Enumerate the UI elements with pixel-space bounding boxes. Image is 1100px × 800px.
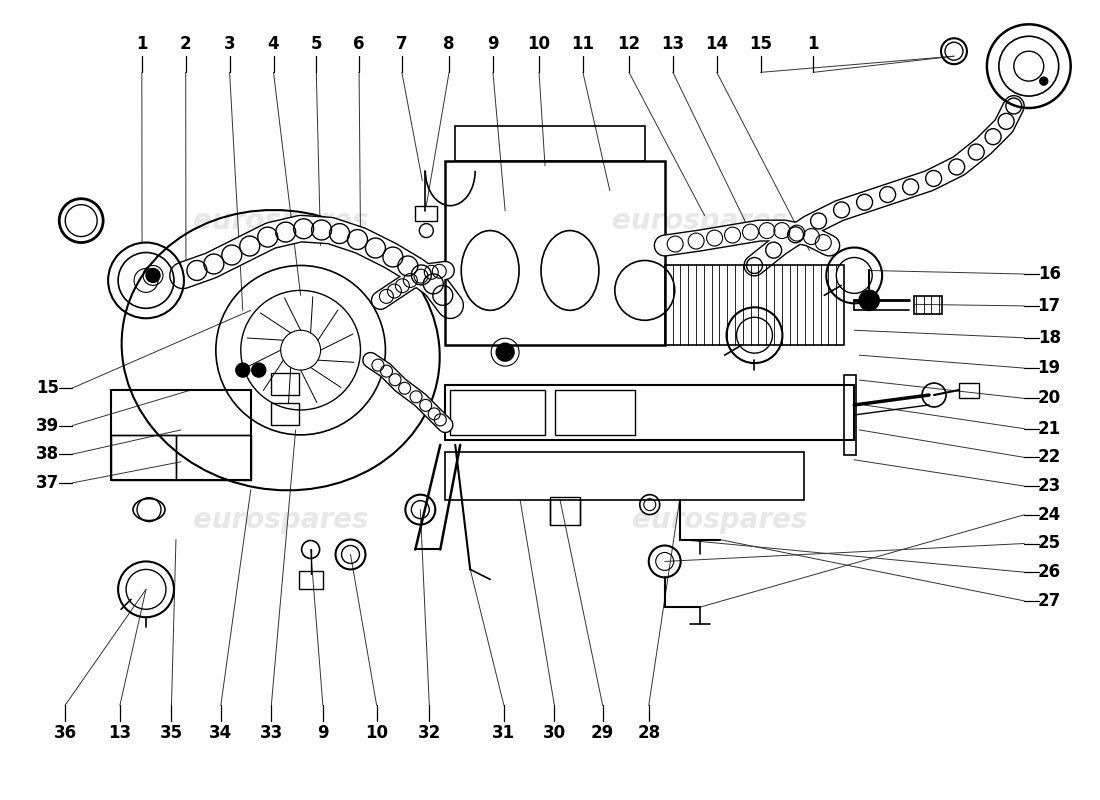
Text: 29: 29	[591, 724, 614, 742]
Text: 38: 38	[36, 446, 59, 463]
Text: 21: 21	[1037, 420, 1060, 438]
Text: 32: 32	[418, 724, 441, 742]
Circle shape	[252, 363, 266, 377]
Text: 8: 8	[443, 35, 454, 54]
Text: 14: 14	[705, 35, 728, 54]
Bar	[416, 206, 438, 221]
Text: 10: 10	[365, 724, 388, 742]
Text: eurospares: eurospares	[612, 206, 788, 234]
Text: 24: 24	[1037, 506, 1060, 524]
Bar	[111, 390, 251, 480]
Text: 13: 13	[108, 724, 132, 742]
Text: 22: 22	[1037, 448, 1060, 466]
Text: 28: 28	[637, 724, 660, 742]
Text: 15: 15	[749, 35, 772, 54]
Text: 31: 31	[493, 724, 516, 742]
Text: 19: 19	[1037, 359, 1060, 377]
Bar	[556, 390, 635, 435]
Text: 6: 6	[353, 35, 365, 54]
Text: 4: 4	[267, 35, 279, 54]
Text: 1: 1	[807, 35, 820, 54]
Text: 30: 30	[542, 724, 566, 742]
Text: eurospares: eurospares	[192, 206, 368, 234]
Text: 13: 13	[661, 35, 684, 54]
Text: 26: 26	[1037, 563, 1060, 581]
Text: 9: 9	[487, 35, 498, 54]
Bar	[271, 403, 298, 425]
Text: eurospares: eurospares	[192, 506, 368, 534]
Text: 39: 39	[36, 417, 59, 434]
Bar	[914, 296, 942, 314]
Bar	[455, 126, 645, 161]
Text: eurospares: eurospares	[631, 506, 807, 534]
Text: 11: 11	[571, 35, 594, 54]
Bar	[446, 161, 664, 345]
Circle shape	[1040, 77, 1047, 85]
Text: 10: 10	[528, 35, 550, 54]
Circle shape	[146, 269, 160, 282]
Bar	[271, 373, 298, 395]
Bar	[550, 497, 580, 525]
Text: 2: 2	[180, 35, 191, 54]
Bar	[298, 571, 322, 590]
Bar	[450, 390, 544, 435]
Bar	[845, 375, 856, 455]
Circle shape	[496, 343, 514, 361]
Text: 20: 20	[1037, 390, 1060, 407]
Text: 9: 9	[317, 724, 329, 742]
Text: 34: 34	[209, 724, 232, 742]
Text: 7: 7	[396, 35, 408, 54]
Circle shape	[859, 290, 879, 310]
Bar	[446, 452, 804, 500]
Text: 16: 16	[1037, 265, 1060, 283]
Bar	[959, 383, 979, 398]
Text: 12: 12	[617, 35, 640, 54]
Circle shape	[235, 363, 250, 377]
Text: 17: 17	[1037, 297, 1060, 315]
Text: 1: 1	[136, 35, 147, 54]
Bar	[664, 266, 845, 345]
Text: 36: 36	[54, 724, 77, 742]
Text: 23: 23	[1037, 477, 1060, 495]
Bar	[111, 435, 176, 480]
Text: 25: 25	[1037, 534, 1060, 553]
Bar	[176, 435, 251, 480]
Text: 18: 18	[1037, 329, 1060, 347]
Text: 27: 27	[1037, 592, 1060, 610]
Text: 33: 33	[260, 724, 283, 742]
Text: 3: 3	[223, 35, 235, 54]
Text: 37: 37	[36, 474, 59, 492]
Bar	[446, 385, 855, 440]
Text: 5: 5	[310, 35, 322, 54]
Text: 35: 35	[160, 724, 183, 742]
Text: 15: 15	[36, 379, 59, 397]
